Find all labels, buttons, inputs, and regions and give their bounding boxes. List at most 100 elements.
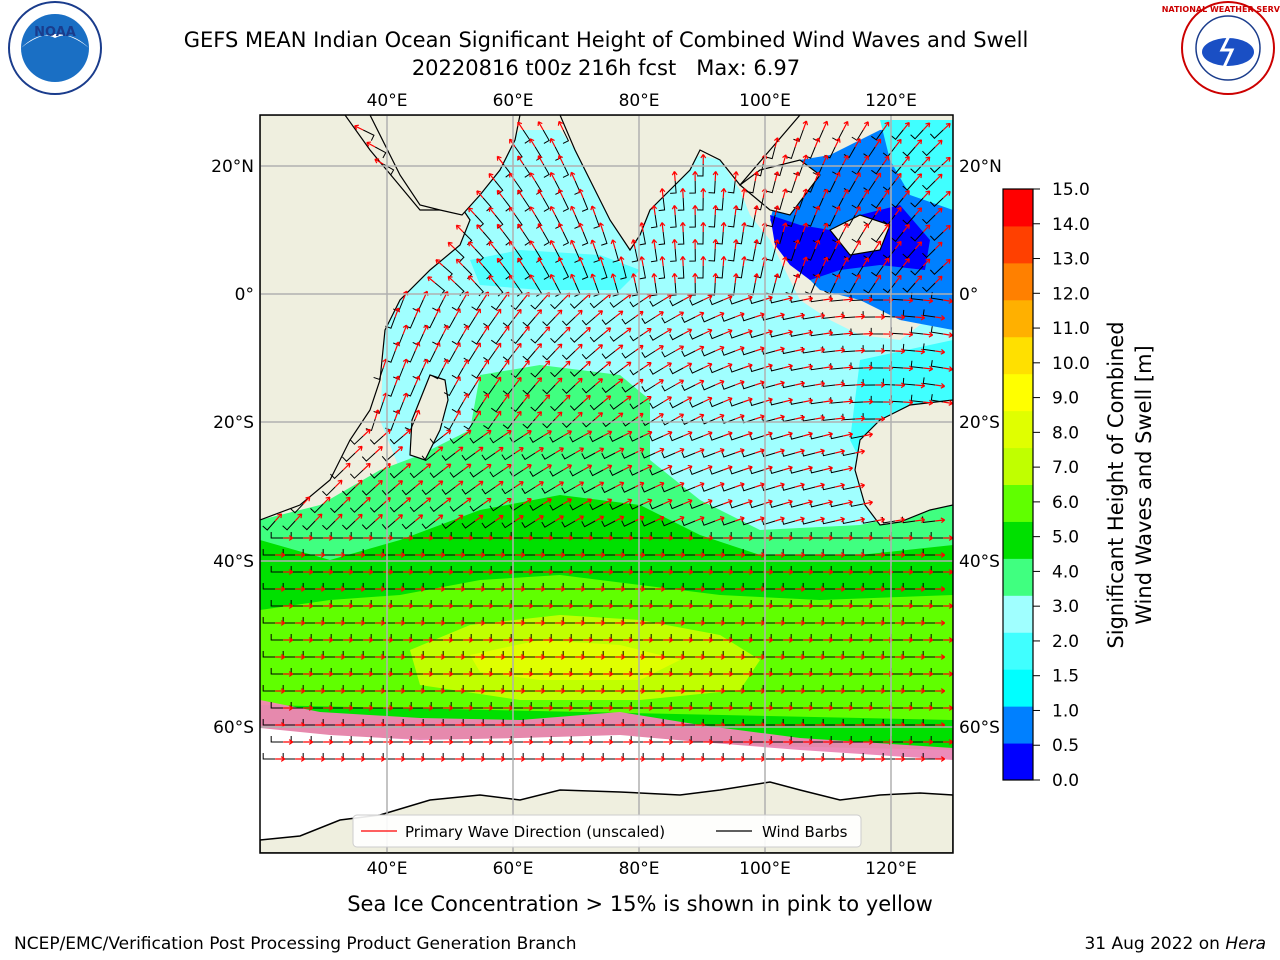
wave-direction-arrow xyxy=(303,535,314,541)
wind-barb xyxy=(773,163,784,177)
colorbar-swatch xyxy=(1003,336,1033,375)
wave-direction-arrow xyxy=(603,671,614,677)
map-frame xyxy=(259,114,954,854)
wave-direction-arrow xyxy=(414,480,424,488)
wind-barb xyxy=(669,468,684,476)
wind-barb xyxy=(922,248,936,259)
wave-direction-arrow xyxy=(914,139,923,148)
wave-direction-arrow xyxy=(663,603,674,609)
wind-barb xyxy=(549,469,564,477)
wave-direction-arrow xyxy=(915,552,926,558)
wave-direction-arrow xyxy=(575,552,586,558)
noaa-logo-text: NOAA xyxy=(34,25,76,40)
wind-barb xyxy=(871,231,884,243)
wave-direction-arrow xyxy=(915,348,926,355)
noaa-logo: NOAA xyxy=(8,1,102,95)
wave-direction-arrow xyxy=(503,535,514,541)
wind-barb xyxy=(574,180,581,195)
wave-direction-arrow xyxy=(435,756,446,762)
wind-barb xyxy=(514,180,523,195)
wave-direction-arrow xyxy=(475,654,486,660)
wave-direction-arrow xyxy=(674,413,685,420)
wind-barb xyxy=(729,468,744,475)
wave-direction-arrow xyxy=(694,345,705,352)
wave-direction-arrow xyxy=(523,739,534,745)
colorbar xyxy=(1003,189,1033,781)
wave-direction-arrow xyxy=(303,637,314,643)
wave-direction-arrow xyxy=(741,222,747,233)
wave-direction-arrow xyxy=(642,396,652,403)
wind-barb xyxy=(930,360,944,369)
wave-direction-arrow xyxy=(563,535,574,541)
wave-direction-arrow xyxy=(723,739,734,745)
wave-direction-arrow xyxy=(894,172,902,182)
arabia-land xyxy=(369,115,521,216)
wind-barb xyxy=(262,753,276,760)
wave-direction-arrow xyxy=(523,603,534,609)
wave-direction-arrow xyxy=(615,654,626,660)
wind-barb xyxy=(581,452,596,460)
wind-barb xyxy=(701,350,716,357)
wave-direction-arrow xyxy=(454,514,464,522)
wave-direction-arrow xyxy=(555,586,566,592)
wave-direction-arrow xyxy=(843,671,854,677)
wave-direction-arrow xyxy=(795,312,805,319)
wave-direction-arrow xyxy=(683,671,694,677)
wave-direction-arrow xyxy=(343,535,354,541)
lat-label-left-40s: 40°S xyxy=(213,552,254,572)
wave-direction-arrow xyxy=(782,154,788,165)
wave-direction-arrow xyxy=(622,361,632,369)
wave-direction-arrow xyxy=(283,535,294,541)
wind-barb xyxy=(282,520,296,531)
wave-direction-arrow xyxy=(700,154,707,165)
wave-direction-arrow xyxy=(563,739,574,745)
wind-barb xyxy=(550,367,564,378)
wind-barb xyxy=(481,452,496,461)
wave-direction-arrow xyxy=(703,603,714,609)
wave-direction-arrow xyxy=(753,171,760,182)
wave-direction-arrow xyxy=(843,465,853,472)
wind-barb xyxy=(601,486,616,494)
wave-direction-arrow xyxy=(274,513,283,522)
wave-direction-arrow xyxy=(534,411,543,420)
wave-direction-arrow xyxy=(775,654,786,660)
wave-direction-arrow xyxy=(815,347,826,353)
wave-direction-arrow xyxy=(734,380,745,386)
wind-barb xyxy=(549,503,564,511)
wind-barb xyxy=(361,486,376,496)
wave-direction-arrow xyxy=(714,379,725,386)
wave-direction-arrow xyxy=(942,190,951,199)
wave-direction-arrow xyxy=(722,499,733,505)
wind-barb xyxy=(773,231,784,245)
wave-direction-arrow xyxy=(522,359,530,369)
wave-direction-arrow xyxy=(414,375,421,386)
colorbar-tick-label: 7.0 xyxy=(1052,458,1079,478)
wind-barb xyxy=(871,197,884,209)
wave-direction-arrow xyxy=(783,363,793,370)
wave-direction-arrow xyxy=(543,603,554,609)
wave-direction-arrow xyxy=(323,603,334,609)
wave-direction-arrow xyxy=(863,739,874,745)
wave-direction-arrow xyxy=(403,671,414,677)
wind-barb xyxy=(429,435,444,445)
wave-direction-arrow xyxy=(402,392,409,403)
wave-direction-arrow xyxy=(815,688,826,694)
wave-direction-arrow xyxy=(654,345,664,352)
wind-barb xyxy=(621,486,636,493)
colorbar-swatch xyxy=(1003,706,1033,744)
wave-direction-arrow xyxy=(814,205,821,216)
wave-direction-arrow xyxy=(494,480,504,488)
wind-barb xyxy=(735,197,744,211)
wind-barb xyxy=(589,367,604,377)
wave-direction-arrow xyxy=(702,396,713,403)
wind-barb xyxy=(569,333,584,343)
wave-direction-arrow xyxy=(703,671,714,677)
wave-direction-arrow xyxy=(594,344,604,352)
wave-direction-arrow xyxy=(562,464,572,471)
wave-direction-arrow xyxy=(754,482,765,488)
wind-barb xyxy=(381,452,396,462)
wind-barb xyxy=(489,469,504,478)
wind-barb xyxy=(549,435,564,443)
lat-label-left-20n: 20°N xyxy=(211,157,254,177)
wave-direction-arrow xyxy=(343,739,354,745)
